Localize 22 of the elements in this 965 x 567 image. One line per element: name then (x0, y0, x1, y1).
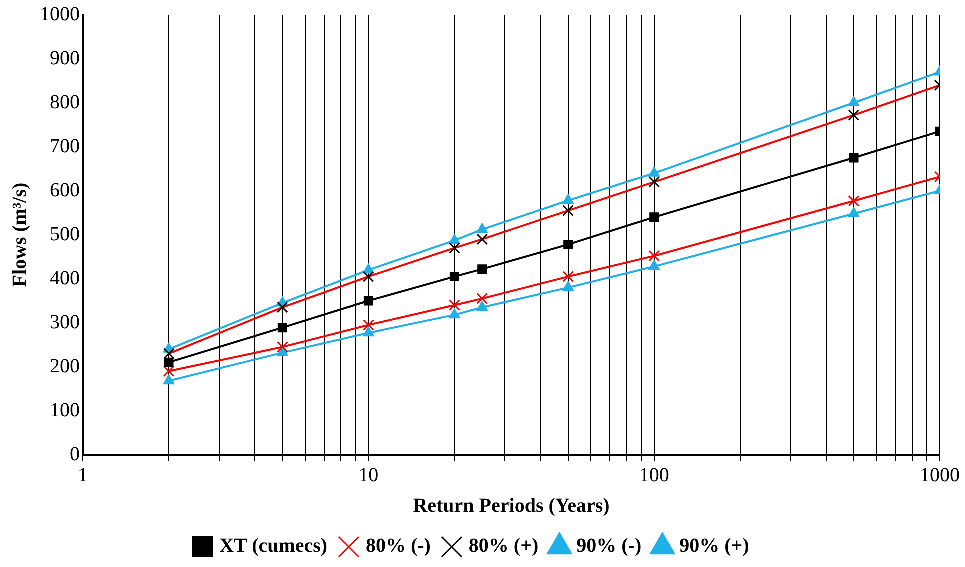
y-tick-label: 400 (50, 267, 80, 290)
legend-label: 80% (-) (366, 535, 431, 558)
x-tick-label: 10 (358, 464, 379, 486)
y-axis-title: Flows (m³/s) (9, 182, 32, 288)
legend-label: 90% (-) (576, 535, 642, 558)
y-tick-label: 1000 (40, 3, 80, 26)
x-axis-title: Return Periods (Years) (413, 495, 610, 518)
y-tick-label: 0 (70, 443, 80, 466)
legend-label: XT (cumecs) (220, 535, 328, 558)
x-tick-label: 1000 (920, 464, 960, 486)
y-tick-label: 500 (50, 223, 80, 246)
y-tick-label: 900 (50, 47, 80, 70)
y-tick-label: 700 (50, 135, 80, 158)
y-tick-label: 600 (50, 179, 80, 202)
x-tick-label: 1 (78, 464, 88, 486)
y-tick-label: 100 (50, 399, 80, 422)
legend-label: 90% (+) (680, 535, 750, 558)
y-tick-label: 800 (50, 91, 80, 114)
x-tick-label: 100 (639, 464, 670, 486)
y-tick-label: 300 (50, 311, 80, 334)
y-tick-label: 200 (50, 355, 80, 378)
legend-label: 80% (+) (468, 535, 539, 558)
